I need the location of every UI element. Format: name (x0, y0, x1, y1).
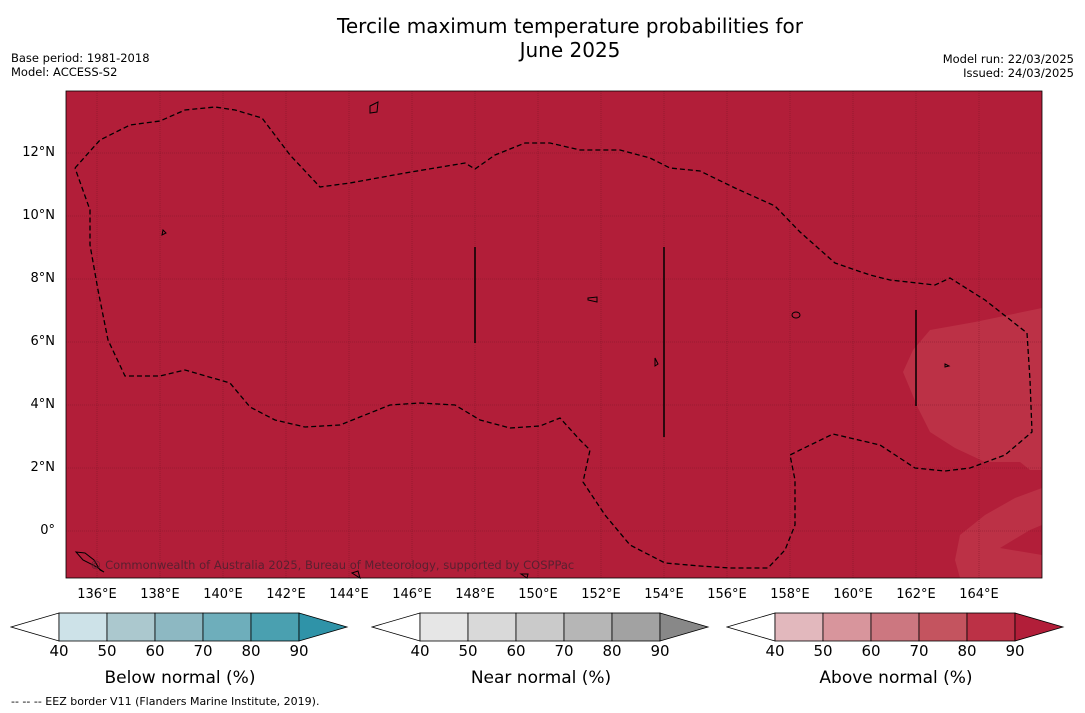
colorbar-tick: 80 (957, 642, 977, 660)
colorbar-below-segments (10, 612, 349, 642)
colorbar-above (726, 612, 1065, 642)
lon-label: 164°E (959, 587, 999, 602)
lat-label: 4°N (30, 397, 56, 412)
footnote: -- -- -- EEZ border V11 (Flanders Marine… (11, 695, 320, 708)
colorbar-tick: 70 (554, 642, 574, 660)
eez-border (74, 106, 1033, 569)
lon-label: 148°E (455, 587, 495, 602)
lon-label: 138°E (140, 587, 180, 602)
colorbar-extend-low (10, 612, 60, 642)
copyright-notice: © Commonwealth of Australia 2025, Bureau… (90, 558, 575, 572)
lat-label: 10°N (22, 208, 55, 223)
lon-label: 150°E (518, 587, 558, 602)
island-lines (474, 247, 917, 437)
below-normal-title: Below normal (%) (104, 668, 256, 688)
colorbar-segment (918, 612, 968, 642)
lat-label: 6°N (30, 334, 56, 349)
colorbar-tick: 50 (813, 642, 833, 660)
colorbar-segment (870, 612, 920, 642)
colorbar-segment (58, 612, 108, 642)
map-frame (65, 90, 1043, 579)
near-normal-title: Near normal (%) (470, 668, 612, 688)
colorbar-segment (467, 612, 517, 642)
lon-label: 136°E (77, 587, 117, 602)
colorbar-tick: 40 (410, 642, 430, 660)
meta-left: Base period: 1981-2018 Model: ACCESS-S2 (11, 51, 150, 79)
lon-label: 140°E (203, 587, 243, 602)
colorbar-segment (774, 612, 824, 642)
lon-label: 162°E (896, 587, 936, 602)
lon-label: 142°E (266, 587, 306, 602)
colorbar-above-segments (726, 612, 1065, 642)
colorbar-extend-high (659, 612, 710, 642)
colorbar-tick: 40 (765, 642, 785, 660)
colorbar-extend-low (371, 612, 421, 642)
colorbar-tick: 90 (289, 642, 309, 660)
above-normal-title: Above normal (%) (819, 668, 973, 688)
colorbar-tick: 50 (458, 642, 478, 660)
lon-label: 154°E (644, 587, 684, 602)
colorbar-tick: 50 (97, 642, 117, 660)
model-run: Model run: 22/03/2025 (942, 52, 1074, 66)
lon-label: 144°E (329, 587, 369, 602)
issued-date: Issued: 24/03/2025 (963, 66, 1074, 80)
colorbar-segment (611, 612, 661, 642)
colorbar-tick: 80 (602, 642, 622, 660)
base-period: Base period: 1981-2018 (11, 51, 150, 65)
title-line-2: June 2025 (519, 38, 621, 62)
above-80-zone-south (955, 488, 1042, 578)
lon-label: 152°E (581, 587, 621, 602)
colorbar-tick: 60 (861, 642, 881, 660)
colorbar-extend-low (726, 612, 776, 642)
colorbar-segment (966, 612, 1016, 642)
above-80-zone (903, 308, 1042, 470)
lon-label: 160°E (833, 587, 873, 602)
colorbar-near (371, 612, 710, 642)
map-background (66, 91, 1042, 578)
colorbar-near-segments (371, 612, 710, 642)
lat-label: 2°N (30, 460, 56, 475)
colorbar-tick: 70 (909, 642, 929, 660)
title-line-1: Tercile maximum temperature probabilitie… (337, 14, 803, 38)
colorbar-extend-high (298, 612, 349, 642)
lat-label: 0° (40, 523, 55, 538)
colorbar-extend-high (1014, 612, 1065, 642)
colorbar-tick: 70 (193, 642, 213, 660)
colorbar-tick: 60 (145, 642, 165, 660)
lat-label: 8°N (30, 271, 56, 286)
colorbar-tick: 60 (506, 642, 526, 660)
colorbar-segment (419, 612, 469, 642)
colorbar-tick: 80 (241, 642, 261, 660)
colorbar-tick: 90 (1005, 642, 1025, 660)
meta-right: Model run: 22/03/2025 Issued: 24/03/2025 (943, 52, 1074, 80)
colorbar-tick: 90 (650, 642, 670, 660)
graticule (66, 91, 1042, 578)
islands (74, 101, 951, 580)
lat-label: 12°N (22, 145, 55, 160)
lon-label: 146°E (392, 587, 432, 602)
model-name: Model: ACCESS-S2 (11, 65, 118, 79)
colorbar-segment (202, 612, 252, 642)
lon-label: 156°E (707, 587, 747, 602)
chart-title: Tercile maximum temperature probabilitie… (0, 14, 1085, 62)
lon-label: 158°E (770, 587, 810, 602)
colorbar-tick: 40 (49, 642, 69, 660)
colorbar-segment (563, 612, 613, 642)
colorbar-segment (250, 612, 300, 642)
colorbar-segment (154, 612, 204, 642)
colorbar-segment (106, 612, 156, 642)
colorbar-segment (822, 612, 872, 642)
colorbar-below (10, 612, 349, 642)
colorbar-segment (515, 612, 565, 642)
